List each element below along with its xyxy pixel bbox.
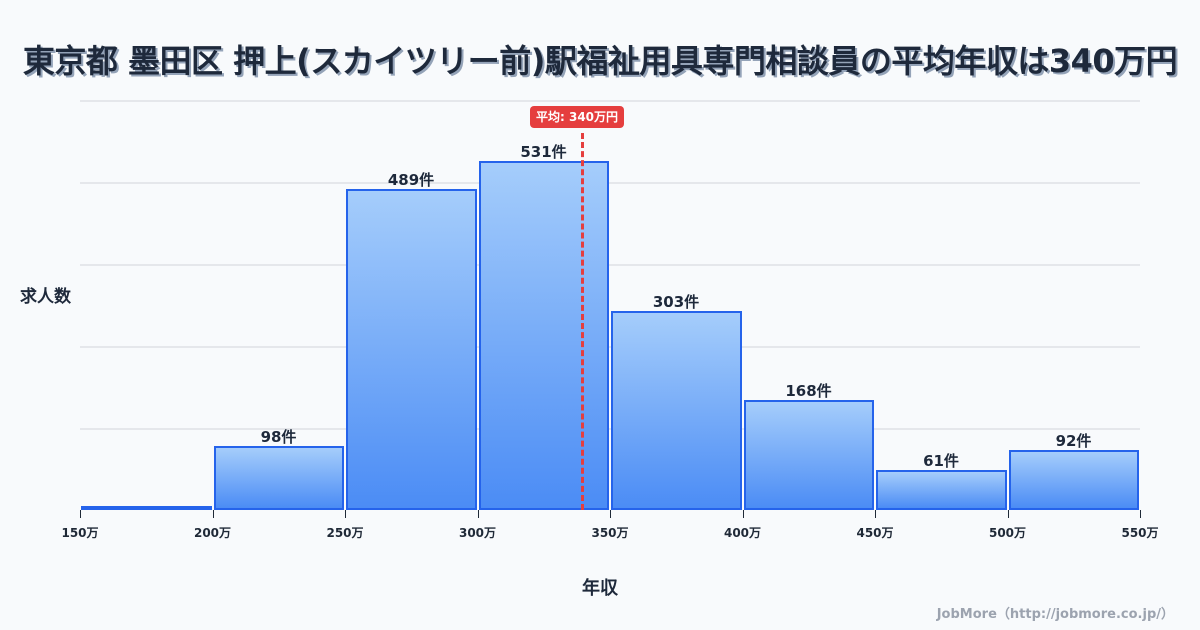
x-tick	[80, 510, 81, 518]
x-tick	[1007, 510, 1009, 518]
x-axis-label: 年収	[582, 578, 618, 599]
bar-value-label: 531件	[520, 143, 567, 161]
plot-area: 98件 489件 531件 303件 168件 61件 92件	[80, 100, 1140, 510]
histogram-bar	[346, 188, 477, 510]
bar-value-label: 92件	[1055, 431, 1092, 450]
footer-credit: JobMore（http://jobmore.co.jp/）	[936, 607, 1174, 622]
histogram-bar	[876, 469, 1007, 510]
x-tick-label: 200万	[193, 526, 232, 540]
histogram-bar	[478, 161, 609, 510]
x-tick-label: 300万	[458, 526, 497, 540]
mean-badge: 平均: 340万円	[530, 106, 625, 128]
histogram-bar	[743, 399, 874, 510]
x-tick-label: 400万	[723, 526, 762, 540]
y-axis-label: 求人数	[20, 287, 71, 307]
bar-value-label: 98件	[260, 427, 297, 446]
bar-value-label: 61件	[923, 451, 959, 470]
chart-title-text: 東京都 墨田区 押上(スカイツリー前)駅福祉用具専門相談員の平均年収は340万円	[22, 42, 1178, 80]
x-tick	[742, 510, 744, 518]
x-tick	[212, 510, 214, 518]
histogram-bar	[611, 310, 742, 510]
gridline	[80, 100, 1140, 102]
x-tick	[1140, 510, 1141, 518]
histogram-bar	[81, 506, 212, 510]
gridline	[80, 264, 1140, 266]
x-tick-label: 250万	[326, 526, 364, 540]
gridline	[80, 346, 1140, 348]
bar-value-label: 168件	[785, 381, 832, 400]
histogram-bar	[1008, 449, 1139, 510]
bar-value-label: 489件	[387, 170, 435, 189]
x-tick	[875, 510, 876, 518]
x-tick-label: 450万	[856, 526, 894, 540]
x-tick	[345, 510, 346, 518]
gridline	[80, 428, 1140, 430]
histogram-bar	[213, 445, 344, 510]
bar-value-label: 303件	[652, 292, 700, 311]
x-tick	[477, 510, 479, 518]
x-tick	[610, 510, 611, 518]
gridline	[80, 182, 1140, 184]
x-tick-label: 150万	[61, 526, 99, 540]
mean-line	[581, 133, 584, 510]
chart-title: 東京都 墨田区 押上(スカイツリー前)駅福祉用具専門相談員の平均年収は340万円	[0, 36, 1200, 80]
x-tick-label: 350万	[591, 526, 629, 540]
x-tick-label: 550万	[1121, 526, 1159, 540]
x-tick-label: 500万	[988, 526, 1027, 540]
